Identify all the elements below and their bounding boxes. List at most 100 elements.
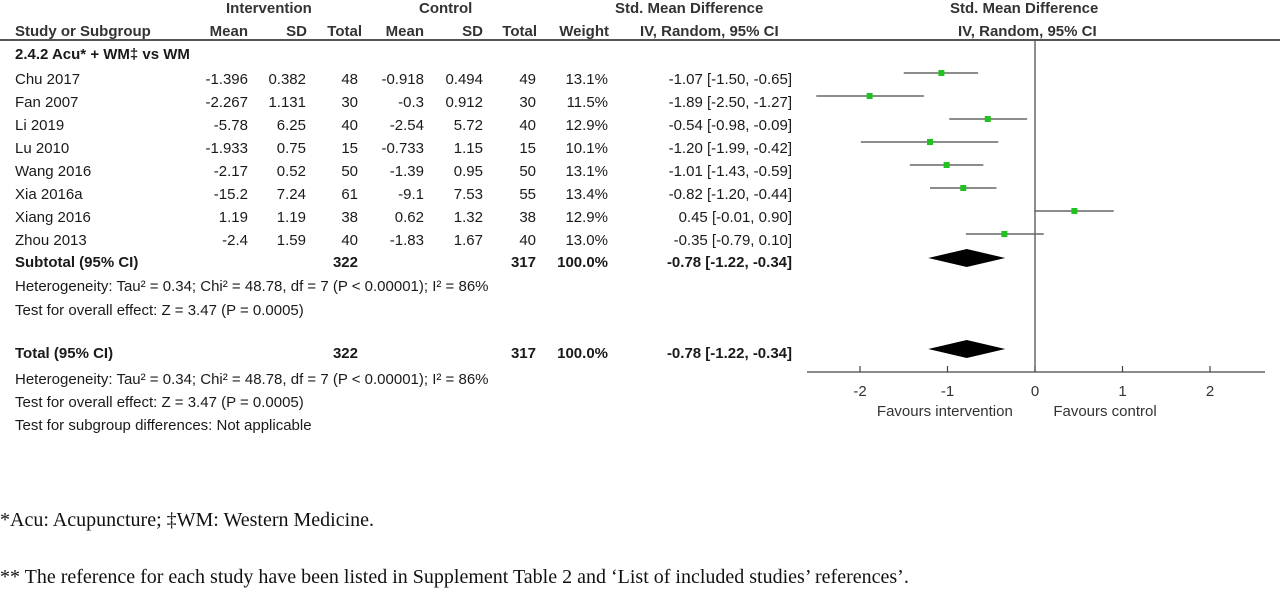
intervention-total: 40 [341,232,358,249]
total1-header: Total [327,23,362,40]
study-ci: -0.82 [-1.20, -0.44] [668,186,792,203]
favours-control-label: Favours control [1053,403,1156,420]
study-weight: 13.1% [565,71,608,88]
control-total: 38 [519,209,536,226]
intervention-mean: -2.267 [205,94,248,111]
intervention-mean: -15.2 [213,186,248,203]
study-point-marker [960,185,967,191]
sd2-header: SD [462,23,483,40]
x-tick-label: -1 [941,383,954,400]
study-point-marker [1071,208,1078,214]
control-mean: -0.3 [398,94,424,111]
subtotal-ci: -0.78 [-1.22, -0.34] [666,254,792,271]
control-total: 49 [519,71,536,88]
study-point-marker [927,139,933,145]
intervention-mean: -2.17 [213,163,248,180]
study-name: Xiang 2016 [15,209,91,226]
total-diamond [928,340,1006,358]
study-ci: -1.01 [-1.43, -0.59] [668,163,792,180]
control-sd: 5.72 [453,117,483,134]
subtotal-label: Subtotal (95% CI) [15,254,139,271]
total-label: Total (95% CI) [15,345,114,362]
total-ci: -0.78 [-1.22, -0.34] [666,345,792,362]
smd-table-header: Std. Mean Difference [615,0,764,17]
control-sd: 0.494 [445,71,483,88]
intervention-mean: -1.933 [205,140,248,157]
study-weight: 12.9% [565,117,608,134]
control-mean: 0.62 [394,209,424,226]
control-total: 15 [519,140,536,157]
control-total: 30 [519,94,536,111]
intervention-header: Intervention [226,0,312,17]
subtotal-weight: 100.0% [557,254,608,271]
study-name: Fan 2007 [15,94,79,111]
control-sd: 1.32 [453,209,483,226]
intervention-total: 30 [341,94,358,111]
study-name: Xia 2016a [15,186,83,203]
x-tick-label: 2 [1206,383,1214,400]
intervention-sd: 1.19 [276,209,306,226]
intervention-mean: -2.4 [222,232,248,249]
intervention-sd: 1.59 [276,232,306,249]
control-sd: 0.912 [445,94,483,111]
control-mean: -0.918 [381,71,424,88]
study-name: Li 2019 [15,117,65,134]
study-name: Zhou 2013 [15,232,87,249]
control-header: Control [419,0,473,17]
study-weight: 11.5% [566,94,608,111]
weight-header: Weight [559,23,609,40]
intervention-sd: 0.52 [276,163,306,180]
control-total: 40 [519,117,536,134]
intervention-total: 48 [341,71,358,88]
study-ci: 0.45 [-0.01, 0.90] [678,209,792,226]
control-mean: -9.1 [398,186,424,203]
x-tick-label: -2 [853,383,866,400]
subgroup-heterogeneity: Heterogeneity: Tau² = 0.34; Chi² = 48.78… [15,278,489,295]
subtotal-n2: 317 [510,254,536,271]
study-ci: -1.20 [-1.99, -0.42] [668,140,792,157]
x-tick-label: 0 [1031,383,1039,400]
subgroup-differences-test: Test for subgroup differences: Not appli… [15,417,312,434]
sd1-header: SD [286,23,307,40]
study-name: Chu 2017 [15,71,81,88]
study-point-marker [984,116,991,122]
control-total: 40 [519,232,536,249]
forest-plot: -2 -1 0 1 2 Favours intervention Favours contr… [807,41,1265,420]
study-name: Lu 2010 [15,140,70,157]
intervention-mean: 1.19 [218,209,248,226]
total-n1: 322 [332,345,358,362]
control-mean: -0.733 [381,140,424,157]
footnote-references: ** The reference for each study have bee… [0,566,909,588]
intervention-sd: 0.382 [268,71,306,88]
mean1-header: Mean [209,23,248,40]
total-heterogeneity: Heterogeneity: Tau² = 0.34; Chi² = 48.78… [15,371,489,388]
intervention-total: 40 [341,117,358,134]
study-ci: -0.35 [-0.79, 0.10] [673,232,792,249]
control-sd: 7.53 [453,186,483,203]
study-point-marker [1001,231,1008,237]
total2-header: Total [502,23,537,40]
control-total: 55 [519,186,536,203]
study-ci: -1.89 [-2.50, -1.27] [668,94,792,111]
study-point-marker [938,70,945,76]
header-divider [0,39,1280,41]
intervention-total: 50 [341,163,358,180]
intervention-sd: 1.131 [268,94,306,111]
subtotal-diamond [928,249,1006,267]
mean2-header: Mean [385,23,424,40]
intervention-total: 15 [341,140,358,157]
study-weight: 12.9% [565,209,608,226]
intervention-total: 61 [341,186,358,203]
total-weight: 100.0% [557,345,608,362]
control-sd: 1.15 [453,140,483,157]
x-tick-label: 1 [1118,383,1126,400]
study-column-header: Study or Subgroup [15,23,151,40]
intervention-sd: 6.25 [276,117,306,134]
control-sd: 1.67 [453,232,483,249]
control-sd: 0.95 [453,163,483,180]
favours-intervention-label: Favours intervention [877,403,1013,420]
control-total: 50 [519,163,536,180]
method-table-header: IV, Random, 95% CI [640,23,779,40]
study-ci: -0.54 [-0.98, -0.09] [668,117,792,134]
subgroup-overall-effect: Test for overall effect: Z = 3.47 (P = 0… [15,302,304,319]
